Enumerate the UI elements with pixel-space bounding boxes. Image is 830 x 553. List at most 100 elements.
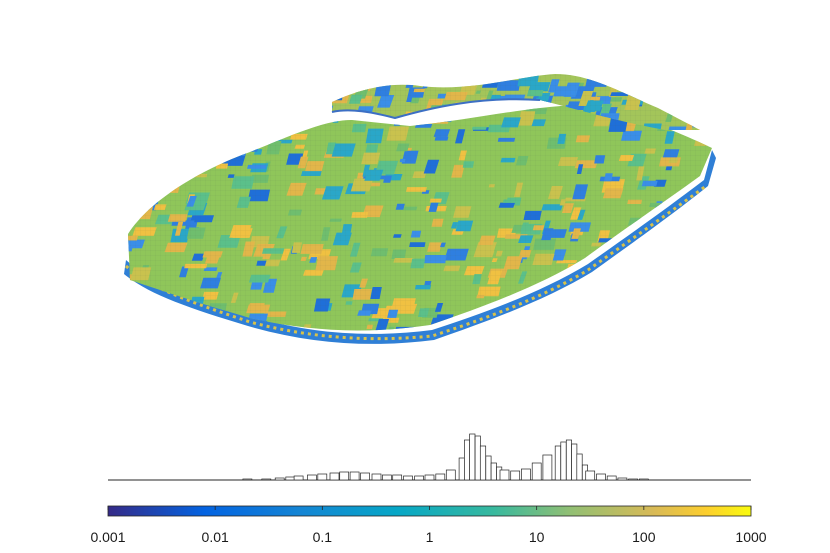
- surface-cell-patch: [73, 275, 84, 281]
- surface-cell-patch: [668, 230, 677, 245]
- surface-cell-patch: [556, 333, 574, 344]
- surface-cell-patch: [188, 147, 211, 155]
- histogram-bar: [261, 478, 272, 481]
- surface-cell-patch: [706, 87, 713, 92]
- surface-cell-patch: [692, 336, 701, 340]
- surface-cell-patch: [490, 330, 503, 331]
- surface-cell-patch: [182, 310, 206, 323]
- histogram-bar: [392, 474, 403, 481]
- histogram-bar: [485, 455, 492, 481]
- surface-cell-patch: [668, 264, 686, 273]
- surface-cell-patch: [65, 313, 79, 322]
- surface-cell-patch: [310, 112, 326, 121]
- surface-cell-patch: [86, 288, 106, 300]
- histogram-bar: [371, 473, 382, 481]
- histogram-bar: [606, 475, 617, 481]
- surface-cell-patch: [702, 333, 725, 340]
- surface-cell-patch: [673, 94, 686, 101]
- surface-cell-patch: [139, 141, 157, 150]
- surface-cell-patch: [664, 285, 671, 289]
- histogram-bar: [479, 445, 487, 481]
- surface-cell-patch: [695, 110, 704, 124]
- surface-cell-patch: [240, 109, 263, 114]
- colorbar: 0.001 0.01 0.1 1 10 100 1000: [90, 505, 767, 545]
- surface-cell-patch: [86, 225, 109, 237]
- surface-cell-patch: [745, 103, 752, 113]
- surface-cell-patch: [734, 304, 754, 316]
- histogram-bar: [576, 453, 583, 481]
- surface-cell-patch: [643, 272, 666, 279]
- surface-cell-patch: [201, 331, 225, 344]
- surface-cell-patch: [128, 301, 136, 311]
- surface-cell-patch: [477, 334, 492, 340]
- surface-cell-patch: [710, 110, 712, 115]
- surface-cell-patch: [733, 260, 754, 269]
- surface-cell-patch: [699, 93, 700, 107]
- surface-cell-patch: [333, 111, 348, 119]
- surface-cell-patch: [157, 176, 179, 181]
- surface-cell-patch: [715, 204, 738, 218]
- surface-cell-patch: [173, 141, 196, 149]
- surface-cell-patch: [703, 95, 714, 106]
- surface-cell-patch: [690, 115, 700, 128]
- surface-cell-patch: [152, 109, 175, 121]
- surface-cell-patch: [435, 113, 453, 123]
- colorbar-tick-label: 100: [632, 529, 656, 545]
- surface-cell-patch: [736, 234, 751, 242]
- surface-cell-patch: [654, 313, 680, 327]
- surface-cell-patch: [128, 327, 136, 331]
- surface-cell-patch: [698, 91, 700, 98]
- surface-cell-patch: [91, 239, 98, 243]
- surface-cell-patch: [666, 281, 682, 285]
- surface-cell-patch: [669, 239, 689, 251]
- histogram-bar: [560, 441, 567, 481]
- surface-cell-patch: [762, 122, 780, 135]
- surface-cell-patch: [108, 140, 124, 152]
- surface-cell-patch: [605, 284, 623, 295]
- colorbar-tick-label: 1: [426, 529, 434, 545]
- histogram: [108, 433, 751, 481]
- surface-cell-patch: [553, 333, 576, 346]
- histogram-bar: [521, 468, 531, 481]
- surface-cell-patch: [659, 95, 673, 101]
- surface-cell-patch: [144, 310, 165, 315]
- histogram-bar: [414, 475, 424, 481]
- histogram-bar: [617, 477, 628, 481]
- surface-cell-patch: [71, 302, 78, 308]
- surface-cell-patch: [128, 144, 131, 156]
- surface-cell-patch: [165, 127, 186, 137]
- surface-cell-patch: [243, 132, 263, 147]
- surface-cell-patch: [543, 332, 548, 336]
- surface-cell-patch: [315, 105, 328, 120]
- surface-cell-patch: [160, 313, 179, 318]
- surface-cell-patch: [676, 102, 697, 106]
- surface-cell-patch: [141, 119, 162, 124]
- surface-cell-patch: [760, 193, 778, 198]
- surface-cell-patch: [718, 329, 742, 342]
- surface-cell-patch: [302, 107, 315, 112]
- surface-cell-patch: [86, 319, 109, 333]
- surface-cell-patch: [730, 234, 743, 241]
- histogram-bar: [585, 470, 596, 481]
- surface-cell-patch: [751, 259, 772, 270]
- surface-cell-patch: [663, 83, 683, 97]
- surface-cell-patch: [115, 302, 125, 315]
- histogram-bar: [565, 439, 572, 481]
- surface-cell-patch: [687, 86, 700, 91]
- surface-cell-patch: [701, 101, 708, 104]
- surface-cell-patch: [704, 105, 712, 107]
- surface-cell-patch: [183, 329, 192, 331]
- surface-cell-patch: [173, 331, 191, 344]
- surface-cell-patch: [689, 320, 707, 331]
- surface-cell-patch: [704, 74, 726, 80]
- histogram-bar: [542, 454, 553, 481]
- surface-cell-patch: [106, 219, 118, 226]
- surface-cell-patch: [697, 126, 700, 130]
- surface-cell-patch: [320, 92, 330, 102]
- surface-cell-patch: [717, 292, 732, 305]
- surface-cell-patch: [567, 325, 591, 331]
- surface-cell-patch: [511, 315, 524, 319]
- surface-cell-patch: [627, 318, 649, 326]
- surface-cell-patch: [731, 199, 752, 204]
- surface-cell-patch: [625, 323, 645, 328]
